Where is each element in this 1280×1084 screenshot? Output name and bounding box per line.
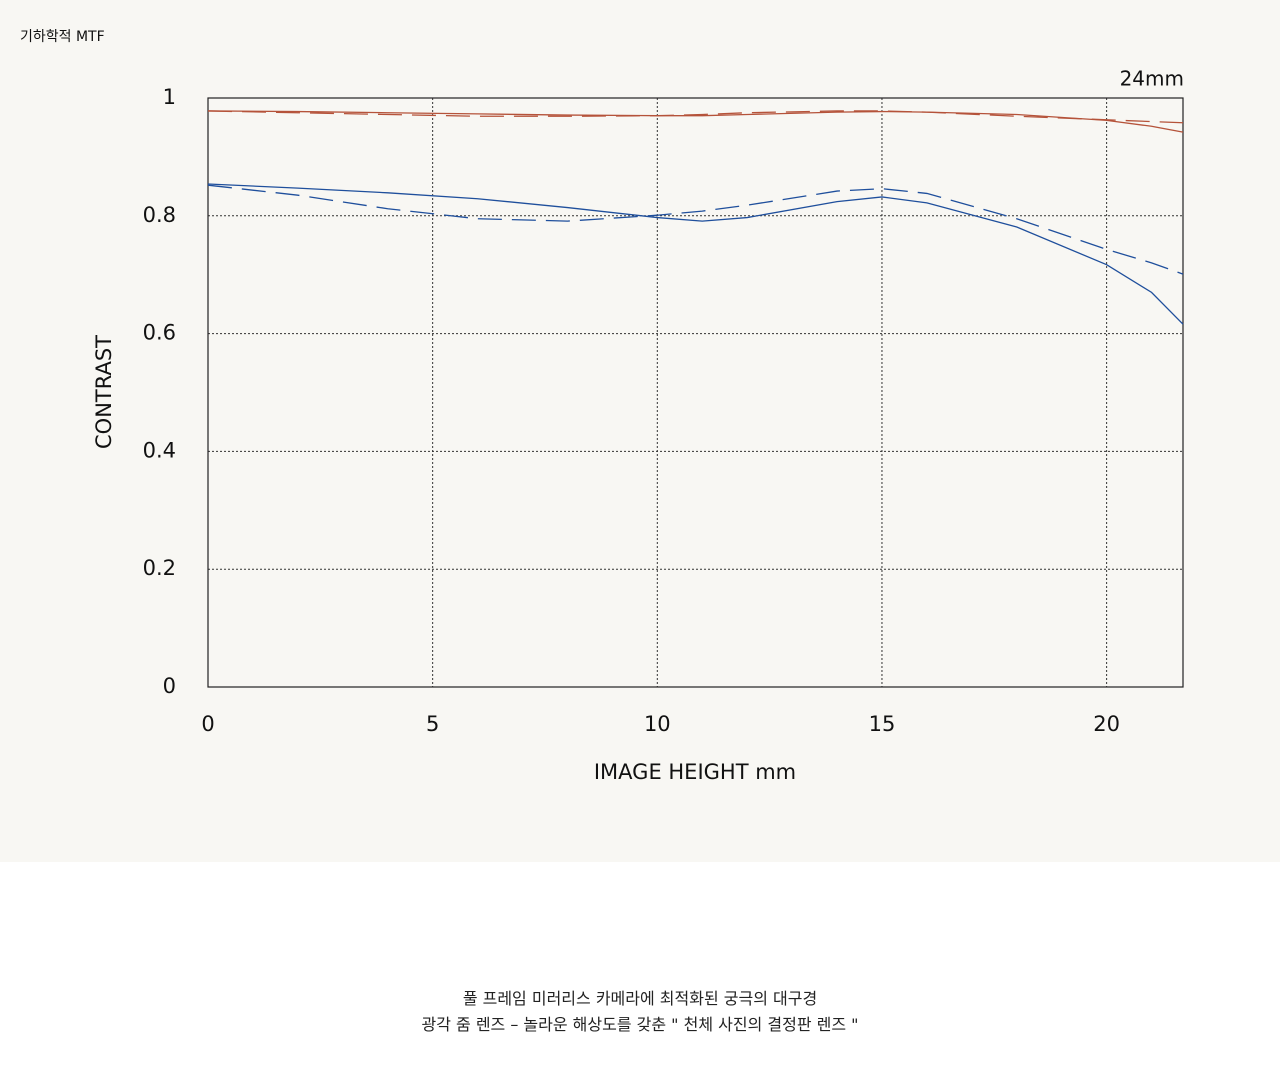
- y-tick-label: 0.4: [143, 438, 176, 462]
- y-tick-label: 1: [163, 85, 176, 109]
- x-tick-label: 5: [426, 712, 439, 736]
- series-line: [207, 110, 1184, 124]
- caption-line: 광각 줌 렌즈 – 놀라운 해상도를 갖춘 " 천체 사진의 결정판 렌즈 ": [421, 1015, 859, 1034]
- chart: 기하학적 MTF 24mm IMAGE HEIGHT mm CONTRAST 0…: [20, 29, 1184, 784]
- y-axis-label: CONTRAST: [92, 335, 116, 449]
- chart-subtitle: 24mm: [1120, 67, 1184, 91]
- series-line: [207, 183, 1184, 325]
- y-tick-label: 0.8: [143, 203, 176, 227]
- x-tick-label: 15: [869, 712, 896, 736]
- series-line: [207, 184, 1184, 275]
- x-tick-label: 0: [201, 712, 214, 736]
- x-axis-label: IMAGE HEIGHT mm: [594, 760, 796, 784]
- caption-line: 풀 프레임 미러리스 카메라에 최적화된 궁극의 대구경: [462, 989, 818, 1008]
- chart-title: 기하학적 MTF: [20, 29, 105, 45]
- x-tick-label: 10: [644, 712, 671, 736]
- plot-frame: [207, 97, 1184, 688]
- y-tick-label: 0.6: [143, 321, 176, 345]
- y-tick-label: 0: [163, 674, 176, 698]
- y-tick-label: 0.2: [143, 556, 176, 580]
- chart-background: [0, 0, 1280, 862]
- x-tick-label: 20: [1093, 712, 1120, 736]
